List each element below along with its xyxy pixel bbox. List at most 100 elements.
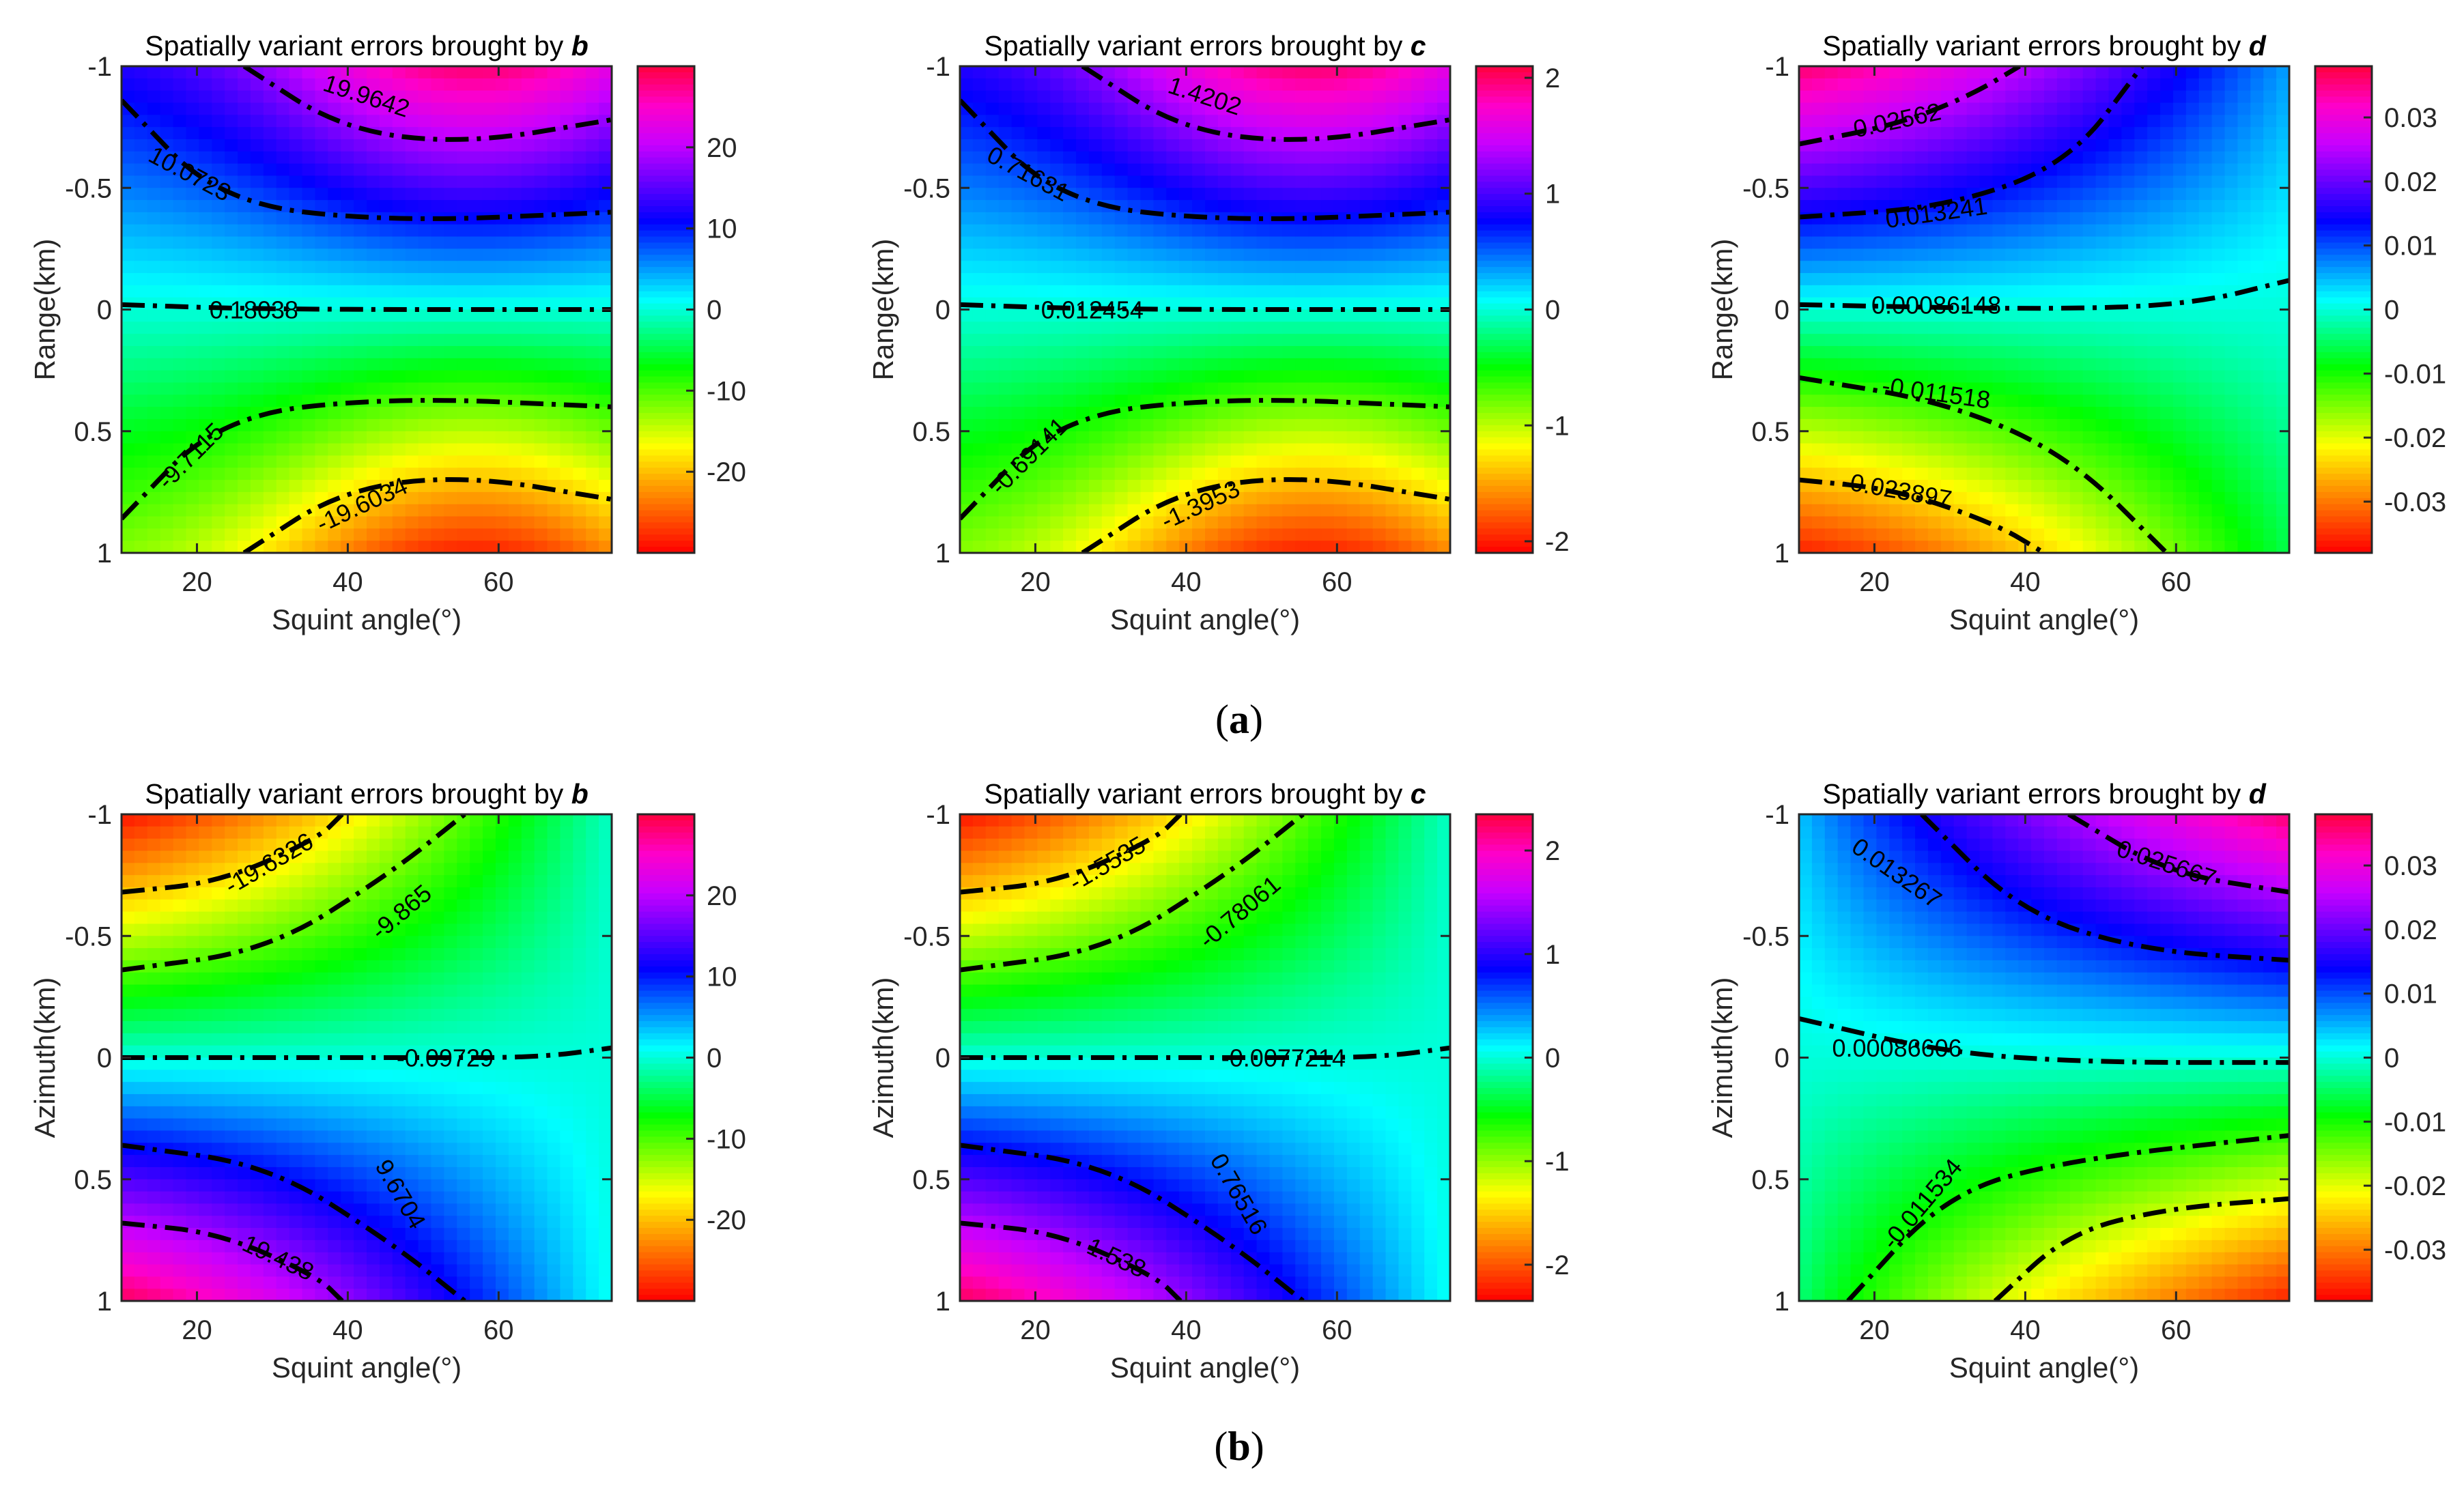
- heatmap-cell: [393, 517, 406, 530]
- colorbar-swatch: [1476, 237, 1533, 244]
- heatmap-cell: [1838, 188, 1852, 201]
- heatmap-cell: [560, 152, 573, 164]
- heatmap-cell: [1308, 175, 1322, 188]
- heatmap-cell: [380, 175, 393, 188]
- heatmap-cell: [960, 382, 974, 395]
- heatmap-cell: [380, 419, 393, 432]
- heatmap-cell: [2083, 102, 2097, 115]
- heatmap-cell: [1876, 237, 1890, 250]
- heatmap-cell: [1102, 102, 1116, 115]
- heatmap-cell: [1282, 261, 1296, 274]
- heatmap-cell: [1347, 152, 1361, 164]
- heatmap-cell: [1050, 455, 1064, 468]
- heatmap-cell: [173, 200, 187, 213]
- heatmap-cell: [2018, 382, 2032, 395]
- heatmap-cell: [1102, 248, 1116, 261]
- colorbar-swatch: [2315, 534, 2372, 541]
- heatmap-cell: [341, 407, 354, 420]
- heatmap-cell: [509, 455, 522, 468]
- heatmap-cell: [2108, 152, 2122, 164]
- heatmap-cell: [560, 517, 573, 530]
- heatmap-cell: [147, 273, 161, 286]
- heatmap-cell: [2186, 188, 2200, 201]
- heatmap-cell: [2031, 310, 2045, 323]
- colorbar-swatch: [1476, 419, 1533, 426]
- heatmap-cell: [960, 152, 974, 164]
- heatmap-cell: [2276, 444, 2290, 457]
- heatmap-cell: [2276, 102, 2290, 115]
- heatmap-cell: [1037, 212, 1051, 225]
- heatmap-cell: [2044, 371, 2058, 384]
- heatmap-cell: [1825, 455, 1839, 468]
- heatmap-cell: [1012, 66, 1025, 79]
- heatmap-cell: [186, 358, 199, 371]
- heatmap-cell: [973, 334, 987, 347]
- heatmap-cell: [419, 358, 432, 371]
- heatmap-cell: [960, 225, 974, 238]
- heatmap-cell: [1851, 310, 1865, 323]
- heatmap-cell: [2108, 431, 2122, 444]
- heatmap-cell: [1851, 78, 1865, 91]
- heatmap-cell: [1257, 115, 1271, 128]
- heatmap-cell: [264, 273, 277, 286]
- heatmap-cell: [2199, 225, 2213, 238]
- heatmap-cell: [160, 504, 174, 517]
- heatmap-cell: [1889, 431, 1903, 444]
- heatmap-cell: [1244, 455, 1258, 468]
- heatmap-cell: [431, 334, 444, 347]
- heatmap-cell: [199, 517, 212, 530]
- heatmap-cell: [1838, 371, 1852, 384]
- heatmap-cell: [1166, 139, 1180, 152]
- heatmap-cell: [1102, 152, 1116, 164]
- heatmap-cell: [1308, 321, 1322, 334]
- heatmap-cell: [173, 321, 187, 334]
- heatmap-cell: [2250, 225, 2264, 238]
- heatmap-cell: [1863, 91, 1877, 104]
- heatmap-cell: [264, 431, 277, 444]
- heatmap-cell: [1334, 517, 1348, 530]
- heatmap-cell: [1347, 225, 1361, 238]
- heatmap-cell: [509, 102, 522, 115]
- heatmap-cell: [2225, 468, 2239, 481]
- heatmap-cell: [251, 444, 264, 457]
- heatmap-cell: [1424, 358, 1438, 371]
- heatmap-cell: [2121, 212, 2135, 225]
- heatmap-cell: [393, 237, 406, 250]
- heatmap-cell: [2134, 225, 2148, 238]
- heatmap-cell: [302, 175, 316, 188]
- heatmap-cell: [586, 382, 599, 395]
- heatmap-cell: [1321, 444, 1335, 457]
- heatmap-cell: [2250, 371, 2264, 384]
- heatmap-cell: [1347, 164, 1361, 177]
- heatmap-cell: [470, 541, 483, 554]
- heatmap-cell: [2173, 346, 2187, 359]
- heatmap-cell: [960, 285, 974, 298]
- heatmap-cell: [1218, 371, 1232, 384]
- heatmap-cell: [277, 225, 290, 238]
- heatmap-cell: [483, 139, 496, 152]
- heatmap-cell: [354, 407, 367, 420]
- heatmap-cell: [1799, 504, 1813, 517]
- heatmap-cell: [1308, 346, 1322, 359]
- heatmap-cell: [1128, 468, 1142, 481]
- heatmap-cell: [2173, 188, 2187, 201]
- heatmap-cell: [573, 152, 586, 164]
- heatmap-cell: [147, 237, 161, 250]
- heatmap-cell: [289, 541, 303, 554]
- heatmap-cell: [2031, 91, 2045, 104]
- y-tick-label: 0: [1774, 296, 1789, 326]
- heatmap-cell: [1347, 346, 1361, 359]
- heatmap-cell: [960, 321, 974, 334]
- heatmap-cell: [264, 492, 277, 505]
- colorbar-swatch: [638, 511, 694, 517]
- heatmap-cell: [1205, 468, 1219, 481]
- heatmap-cell: [1889, 504, 1903, 517]
- heatmap-cell: [2186, 455, 2200, 468]
- heatmap-cell: [1411, 139, 1425, 152]
- heatmap-cell: [586, 504, 599, 517]
- heatmap-cell: [1386, 455, 1400, 468]
- heatmap-cell: [1063, 127, 1077, 140]
- heatmap-cell: [2134, 261, 2148, 274]
- heatmap-cell: [1347, 321, 1361, 334]
- heatmap-cell: [2083, 431, 2097, 444]
